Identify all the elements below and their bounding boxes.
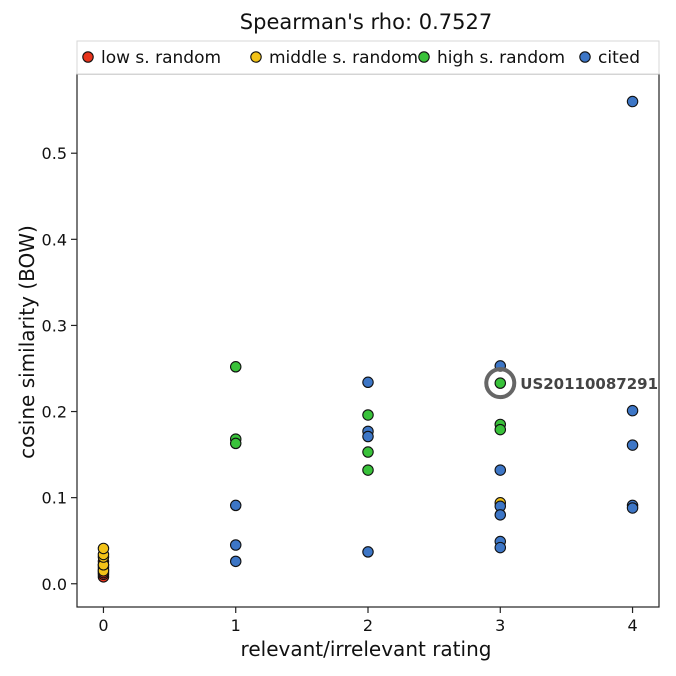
data-point [229, 361, 242, 373]
legend-label: high s. random [437, 48, 565, 68]
x-tick-label: 4 [627, 616, 637, 635]
data-point [626, 95, 639, 108]
legend-box [76, 40, 660, 75]
y-axis-label: cosine similarity (BOW) [15, 225, 39, 459]
y-tick-label: 0.1 [42, 489, 67, 508]
data-point [362, 464, 374, 476]
data-point [626, 502, 639, 514]
data-point [362, 430, 374, 443]
legend-label: cited [598, 48, 640, 68]
x-tick-label: 3 [495, 616, 505, 635]
data-point [494, 541, 507, 554]
annotation-label: US20110087291 [520, 375, 658, 393]
x-axis-label: relevant/irrelevant rating [241, 637, 492, 661]
legend-label: middle s. random [269, 48, 418, 68]
data-point [362, 546, 374, 558]
x-tick-label: 2 [363, 616, 373, 635]
legend-marker [579, 51, 591, 63]
data-point [229, 437, 242, 450]
y-tick-label: 0.2 [42, 403, 67, 422]
annotation-highlight-circle [484, 367, 517, 400]
data-point [494, 423, 507, 436]
data-point [626, 404, 639, 417]
legend-label: low s. random [101, 48, 221, 68]
legend-marker [250, 51, 262, 63]
y-tick-label: 0.3 [42, 316, 67, 335]
data-point [229, 555, 242, 568]
legend-marker [418, 51, 430, 63]
data-point [494, 509, 507, 521]
data-point [494, 464, 507, 476]
chart-title: Spearman's rho: 0.7527 [240, 10, 492, 34]
y-tick-label: 0.0 [42, 575, 67, 594]
data-point [362, 409, 374, 421]
x-tick-label: 0 [98, 616, 108, 635]
y-tick-label: 0.5 [42, 144, 67, 163]
plot-area [76, 73, 660, 608]
data-point [229, 499, 242, 512]
data-point [229, 539, 242, 551]
data-point [97, 542, 110, 555]
x-tick-label: 1 [231, 616, 241, 635]
data-point [362, 446, 374, 458]
data-point [626, 439, 639, 451]
data-point [362, 376, 374, 389]
y-tick-label: 0.4 [42, 230, 67, 249]
legend-marker [82, 51, 94, 63]
data-point [494, 377, 507, 389]
